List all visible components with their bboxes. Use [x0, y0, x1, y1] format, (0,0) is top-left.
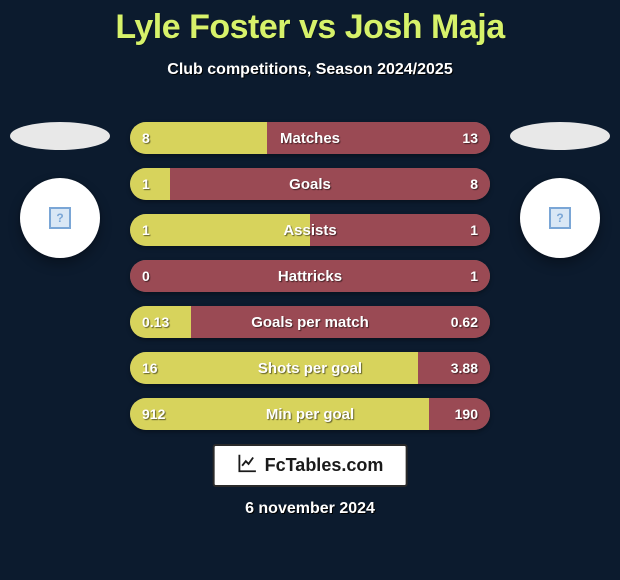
stat-row: 912190Min per goal	[130, 398, 490, 430]
stat-bar-right	[170, 168, 490, 200]
stat-row: 163.88Shots per goal	[130, 352, 490, 384]
chart-icon	[237, 452, 259, 479]
stat-value-right: 3.88	[451, 352, 478, 384]
stat-value-left: 0.13	[142, 306, 169, 338]
stat-value-left: 1	[142, 168, 150, 200]
brand-text: FcTables.com	[265, 455, 384, 476]
stat-bar-right	[310, 214, 490, 246]
stat-value-right: 13	[462, 122, 478, 154]
placeholder-crest-icon	[49, 207, 71, 229]
footer-date: 6 november 2024	[0, 500, 620, 518]
player-left-crest	[20, 178, 100, 258]
stat-bar-right	[267, 122, 490, 154]
stat-bar-left	[130, 352, 418, 384]
stat-row: 813Matches	[130, 122, 490, 154]
stat-row: 18Goals	[130, 168, 490, 200]
stat-value-right: 190	[455, 398, 478, 430]
stat-value-right: 1	[470, 260, 478, 292]
stat-value-right: 1	[470, 214, 478, 246]
stat-value-left: 912	[142, 398, 165, 430]
stat-row: 11Assists	[130, 214, 490, 246]
player-right-crest	[520, 178, 600, 258]
stat-value-left: 1	[142, 214, 150, 246]
page-title: Lyle Foster vs Josh Maja	[0, 0, 620, 47]
stat-value-left: 16	[142, 352, 158, 384]
brand-badge: FcTables.com	[213, 444, 408, 487]
stats-panel: 813Matches18Goals11Assists01Hattricks0.1…	[130, 122, 490, 444]
player-right-flag	[510, 122, 610, 150]
page-subtitle: Club competitions, Season 2024/2025	[0, 61, 620, 79]
stat-value-left: 0	[142, 260, 150, 292]
stat-value-right: 8	[470, 168, 478, 200]
stat-bar-left	[130, 122, 267, 154]
stat-value-right: 0.62	[451, 306, 478, 338]
stat-bar-left	[130, 214, 310, 246]
player-left-flag	[10, 122, 110, 150]
stat-row: 01Hattricks	[130, 260, 490, 292]
placeholder-crest-icon	[549, 207, 571, 229]
stat-bar-right	[191, 306, 490, 338]
stat-bar-right	[130, 260, 490, 292]
stat-value-left: 8	[142, 122, 150, 154]
stat-row: 0.130.62Goals per match	[130, 306, 490, 338]
stat-bar-left	[130, 398, 429, 430]
